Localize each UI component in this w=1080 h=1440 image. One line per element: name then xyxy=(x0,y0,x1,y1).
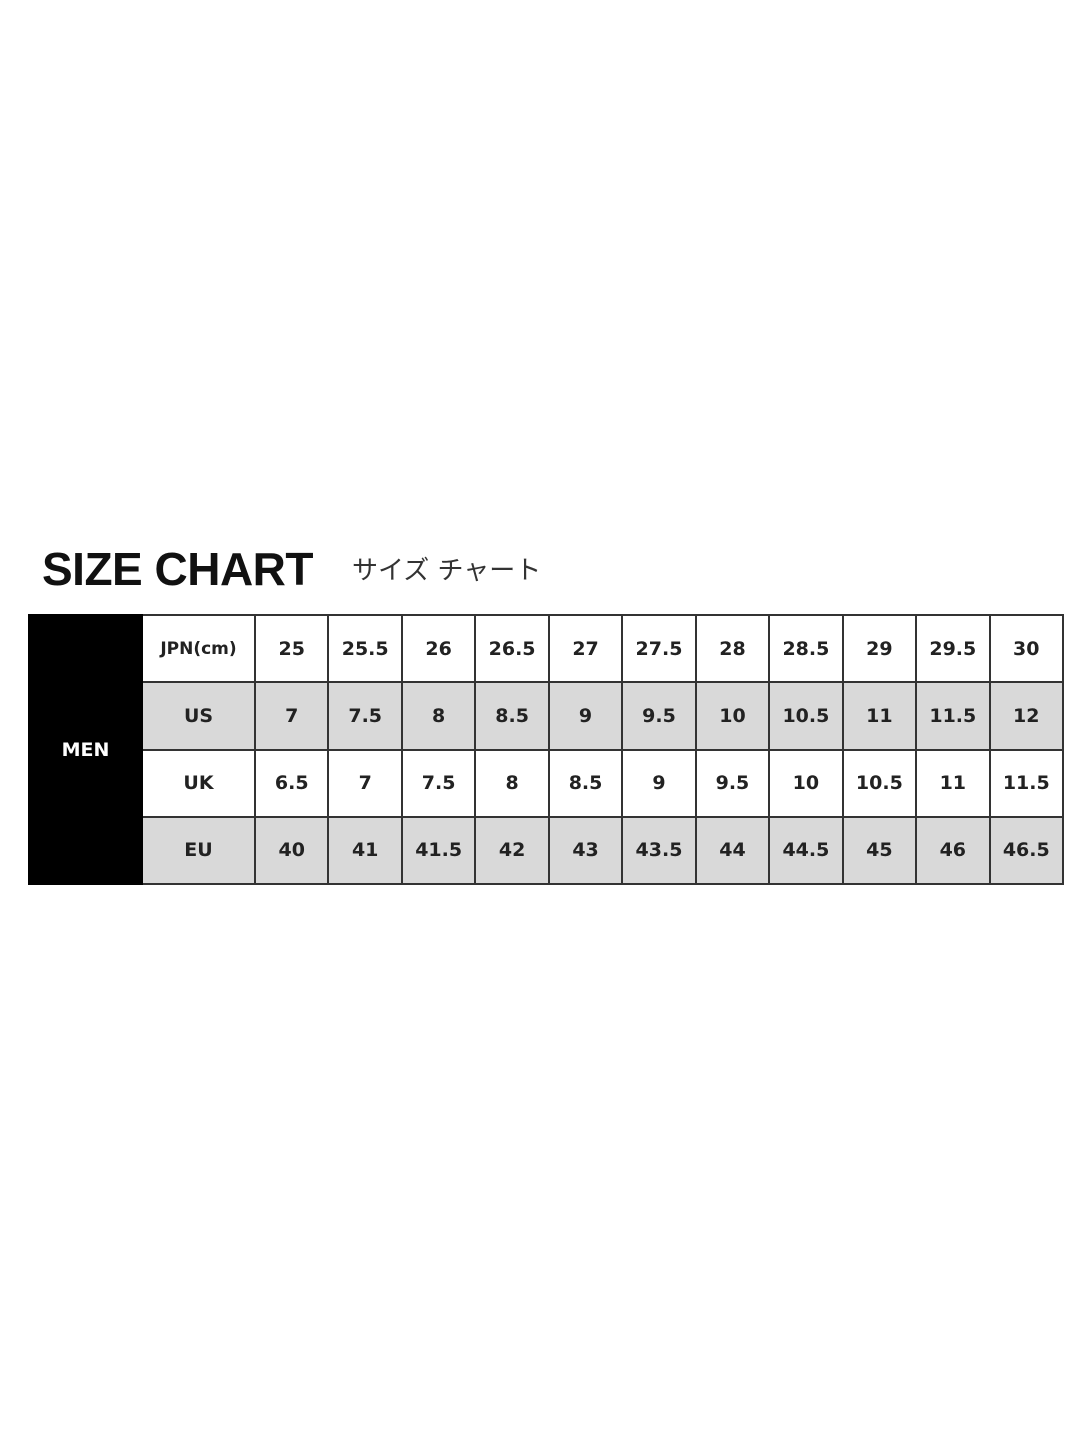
size-cell: 46.5 xyxy=(988,815,1065,886)
size-cell: 27.5 xyxy=(621,613,697,684)
size-cell: 7 xyxy=(253,681,330,751)
size-cell: 9.5 xyxy=(621,681,697,751)
size-cell: 9.5 xyxy=(694,748,771,818)
size-cell: 43 xyxy=(547,815,624,886)
size-cell: 6.5 xyxy=(253,748,330,818)
page-subtitle: サイズ チャート xyxy=(352,556,542,586)
size-cell: 8.5 xyxy=(474,681,550,751)
size-cell: 43.5 xyxy=(621,815,697,886)
size-cell: 40 xyxy=(253,815,330,886)
table-row-eu: EU 40 41 41.5 42 43 43.5 44 44.5 45 46 46.5 xyxy=(29,815,1065,886)
size-cell: 10.5 xyxy=(841,748,918,818)
size-cell: 11 xyxy=(841,681,918,751)
size-cell: 9 xyxy=(547,681,624,751)
size-cell: 8 xyxy=(474,748,550,818)
size-cell: 45 xyxy=(841,815,918,886)
size-cell: 42 xyxy=(474,815,550,886)
row-label: EU xyxy=(141,815,256,886)
size-cell: 29 xyxy=(841,613,918,684)
size-cell: 41.5 xyxy=(400,815,477,886)
size-cell: 29.5 xyxy=(915,613,991,684)
size-cell: 10 xyxy=(694,681,771,751)
size-cell: 30 xyxy=(988,613,1065,684)
size-cell: 12 xyxy=(988,681,1065,751)
size-cell: 7.5 xyxy=(327,681,403,751)
page-title: SIZE CHART xyxy=(42,543,314,595)
size-cell: 8 xyxy=(400,681,477,751)
size-cell: 10.5 xyxy=(768,681,844,751)
size-cell: 28 xyxy=(694,613,771,684)
size-cell: 7 xyxy=(327,748,403,818)
table-row-jpncm: MEN JPN(cm) 25 25.5 26 26.5 27 27.5 28 28.5 29 29.5… xyxy=(28,613,1065,885)
size-cell: 44 xyxy=(694,815,771,886)
size-cell: 41 xyxy=(327,815,403,886)
size-cell: 28.5 xyxy=(768,613,844,684)
row-label: UK xyxy=(141,748,256,818)
size-cell: 10 xyxy=(768,748,844,818)
size-cell: 25.5 xyxy=(327,613,403,684)
size-cell: 26 xyxy=(400,613,477,684)
size-cell: 9 xyxy=(621,748,697,818)
size-cell: 44.5 xyxy=(768,815,844,886)
size-cell: 8.5 xyxy=(547,748,624,818)
size-cell: 11.5 xyxy=(988,748,1065,818)
table-row-us: US 7 7.5 8 8.5 9 9.5 10 10.5 11 11.5 12 xyxy=(29,681,1065,751)
size-cell: 11 xyxy=(915,748,991,818)
size-cell: 11.5 xyxy=(915,681,991,751)
table-row-uk: UK 6.5 7 7.5 8 8.5 9 9.5 10 10.5 11 11.5 xyxy=(29,748,1065,818)
group-label: MEN xyxy=(28,614,143,885)
size-chart-table: MEN JPN(cm) 25 25.5 26 26.5 27 27.5 28 28.5 29 29.5… xyxy=(28,613,1065,886)
size-cell: 25 xyxy=(253,613,330,684)
size-cell: 27 xyxy=(547,613,624,684)
size-cell: 7.5 xyxy=(400,748,477,818)
size-cell: 46 xyxy=(915,815,991,886)
row-label: JPN(cm) xyxy=(141,613,256,684)
row-label: US xyxy=(141,681,256,751)
size-cell: 26.5 xyxy=(474,613,550,684)
